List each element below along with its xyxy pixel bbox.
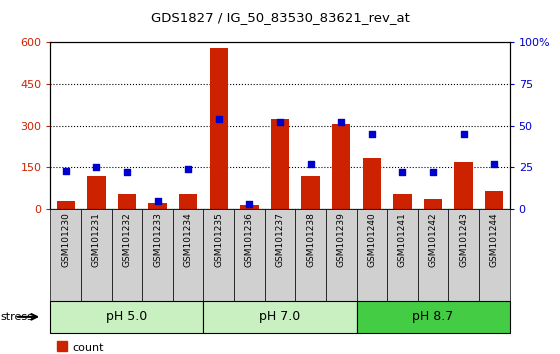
FancyBboxPatch shape <box>326 209 357 301</box>
Text: GSM101230: GSM101230 <box>61 212 70 267</box>
Point <box>337 120 346 125</box>
FancyBboxPatch shape <box>142 209 173 301</box>
Bar <box>148 203 167 209</box>
FancyBboxPatch shape <box>265 209 295 301</box>
Bar <box>57 200 75 209</box>
Bar <box>393 194 412 209</box>
FancyBboxPatch shape <box>418 209 449 301</box>
Bar <box>240 205 259 209</box>
Text: GSM101239: GSM101239 <box>337 212 346 267</box>
Bar <box>301 176 320 209</box>
Text: GSM101235: GSM101235 <box>214 212 223 267</box>
Bar <box>271 119 289 209</box>
Bar <box>209 48 228 209</box>
Text: GSM101236: GSM101236 <box>245 212 254 267</box>
FancyBboxPatch shape <box>479 209 510 301</box>
Bar <box>179 194 197 209</box>
FancyBboxPatch shape <box>387 209 418 301</box>
FancyBboxPatch shape <box>449 209 479 301</box>
Text: GDS1827 / IG_50_83530_83621_rev_at: GDS1827 / IG_50_83530_83621_rev_at <box>151 11 409 24</box>
Point <box>306 161 315 167</box>
Bar <box>332 124 351 209</box>
Point <box>153 198 162 203</box>
Text: GSM101238: GSM101238 <box>306 212 315 267</box>
Point <box>92 164 101 170</box>
Text: pH 8.7: pH 8.7 <box>413 310 454 323</box>
Point <box>184 166 193 172</box>
Text: GSM101241: GSM101241 <box>398 212 407 267</box>
Point <box>214 116 223 122</box>
Text: stress: stress <box>0 312 33 322</box>
Text: GSM101242: GSM101242 <box>428 212 437 267</box>
Bar <box>118 194 136 209</box>
FancyBboxPatch shape <box>173 209 203 301</box>
FancyBboxPatch shape <box>203 301 357 333</box>
Text: pH 5.0: pH 5.0 <box>106 310 147 323</box>
Text: pH 7.0: pH 7.0 <box>259 310 301 323</box>
Text: GSM101237: GSM101237 <box>276 212 284 267</box>
Bar <box>424 199 442 209</box>
FancyBboxPatch shape <box>203 209 234 301</box>
Bar <box>87 176 105 209</box>
Bar <box>455 162 473 209</box>
Bar <box>485 191 503 209</box>
Point <box>276 120 284 125</box>
FancyBboxPatch shape <box>50 301 203 333</box>
Text: GSM101233: GSM101233 <box>153 212 162 267</box>
FancyBboxPatch shape <box>295 209 326 301</box>
FancyBboxPatch shape <box>111 209 142 301</box>
Point <box>61 168 70 173</box>
Text: GSM101231: GSM101231 <box>92 212 101 267</box>
Text: GSM101234: GSM101234 <box>184 212 193 267</box>
Text: GSM101244: GSM101244 <box>490 212 499 267</box>
FancyBboxPatch shape <box>357 301 510 333</box>
Point <box>398 170 407 175</box>
Point <box>459 131 468 137</box>
FancyBboxPatch shape <box>50 209 81 301</box>
Bar <box>363 158 381 209</box>
Point <box>490 161 499 167</box>
Text: GSM101240: GSM101240 <box>367 212 376 267</box>
Point <box>367 131 376 137</box>
Point <box>428 170 437 175</box>
Text: GSM101243: GSM101243 <box>459 212 468 267</box>
FancyBboxPatch shape <box>81 209 111 301</box>
FancyBboxPatch shape <box>357 209 387 301</box>
Legend: count, percentile rank within the sample: count, percentile rank within the sample <box>56 342 260 354</box>
Text: GSM101232: GSM101232 <box>123 212 132 267</box>
Point <box>123 170 132 175</box>
Point <box>245 201 254 207</box>
FancyBboxPatch shape <box>234 209 265 301</box>
